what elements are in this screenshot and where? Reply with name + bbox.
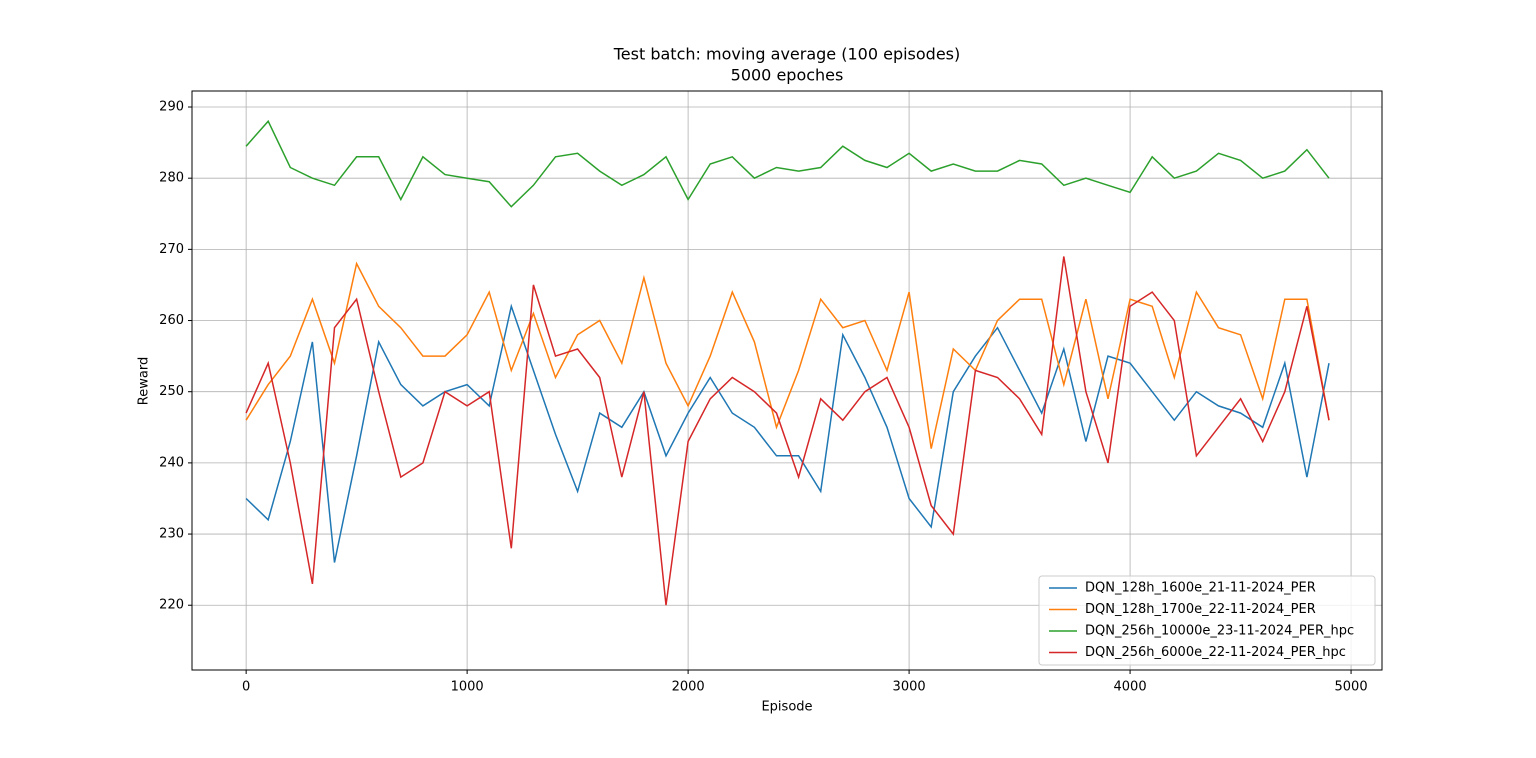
x-axis-label: Episode [761, 700, 812, 715]
y-tick-label: 250 [159, 384, 184, 399]
y-tick-label: 230 [159, 527, 184, 542]
series-line [245, 261, 1330, 449]
chart-title: Test batch: moving average (100 episodes… [613, 45, 961, 64]
y-tick-label: 260 [159, 313, 184, 328]
legend-label: DQN_256h_10000e_23-11-2024_PER_hpc [1085, 624, 1354, 639]
legend-label: DQN_256h_6000e_22-11-2024_PER_hpc [1085, 645, 1346, 660]
y-tick-label: 220 [159, 598, 184, 613]
legend-label: DQN_128h_1700e_22-11-2024_PER [1085, 602, 1316, 617]
y-tick-label: 280 [159, 171, 184, 186]
y-tick-label: 270 [159, 242, 184, 257]
x-tick-label: 0 [242, 680, 250, 695]
x-tick-label: 3000 [893, 680, 926, 695]
legend-label: DQN_128h_1600e_21-11-2024_PER [1085, 581, 1316, 596]
x-tick-label: 4000 [1114, 680, 1147, 695]
chart-subtitle: 5000 epoches [731, 66, 844, 85]
y-tick-label: 240 [159, 455, 184, 470]
series-line [245, 119, 1330, 208]
y-tick-label: 290 [159, 100, 184, 115]
x-tick-label: 1000 [451, 680, 484, 695]
x-tick-label: 2000 [672, 680, 705, 695]
series-line [245, 256, 1330, 606]
plot-frame [191, 90, 1383, 671]
x-tick-label: 5000 [1335, 680, 1368, 695]
series-line [245, 303, 1330, 563]
y-axis-label: Reward [137, 357, 152, 405]
legend-box [1038, 575, 1376, 666]
